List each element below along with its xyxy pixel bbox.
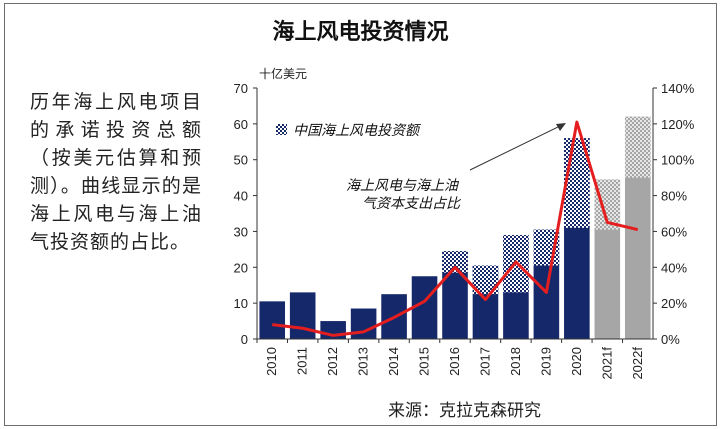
legend: 中国海上风电投资额 bbox=[276, 123, 422, 139]
annotation-line-1: 海上风电与海上油 bbox=[346, 178, 460, 194]
y-tick-label: 70 bbox=[234, 81, 248, 96]
y2-tick-label: 60% bbox=[661, 224, 687, 239]
x-tick-label: 2010 bbox=[264, 347, 279, 376]
line-annotation: 海上风电与海上油 气资本支出占比 bbox=[346, 123, 566, 212]
bar-2013 bbox=[350, 308, 377, 339]
y-tick-label: 30 bbox=[234, 224, 248, 239]
y2-tick-label: 120% bbox=[661, 117, 695, 132]
y-tick-label: 60 bbox=[234, 117, 248, 132]
figure-title: 海上风电投资情况 bbox=[272, 20, 449, 45]
y-tick-label: 0 bbox=[241, 332, 248, 347]
annotation-arrowhead bbox=[556, 123, 566, 131]
source-note: 来源：克拉克森研究 bbox=[388, 401, 541, 421]
x-tick-label: 2015 bbox=[417, 347, 432, 376]
x-tick-label: 2017 bbox=[477, 347, 492, 376]
legend-swatch bbox=[276, 124, 287, 135]
y-tick-label: 10 bbox=[234, 296, 248, 311]
y2-tick-label: 20% bbox=[661, 296, 687, 311]
x-tick-label: 2013 bbox=[356, 347, 371, 376]
x-tick-label: 2012 bbox=[325, 347, 340, 376]
side-caption: 历年海上风电项目的承诺投资总额（按美元估算和预测）。曲线显示的是海上风电与海上油… bbox=[30, 91, 202, 253]
china-segment-2016 bbox=[442, 251, 468, 273]
ratio-line bbox=[272, 120, 639, 337]
y-axis-unit: 十亿美元 bbox=[259, 66, 307, 81]
x-tick-label: 2011 bbox=[295, 347, 310, 375]
chart-axes: 2010 2011 2012 2013 2014 2015 2016 2017 2018 2019… bbox=[234, 81, 695, 380]
annotation-line-2: 气资本支出占比 bbox=[362, 196, 462, 212]
y-tick-label: 40 bbox=[234, 189, 248, 204]
x-tick-label: 2018 bbox=[508, 347, 523, 376]
x-tick-label: 2020 bbox=[569, 347, 584, 376]
y2-tick-label: 0% bbox=[661, 332, 680, 347]
y2-tick-label: 140% bbox=[661, 81, 695, 96]
x-tick-label: 2022f bbox=[630, 347, 645, 380]
x-tick-label: 2019 bbox=[538, 347, 553, 376]
bar-series bbox=[259, 116, 651, 339]
x-tick-label: 2014 bbox=[386, 347, 401, 376]
x-tick-label: 2021f bbox=[599, 347, 614, 380]
bar-2011 bbox=[289, 292, 316, 339]
y2-tick-label: 80% bbox=[661, 189, 687, 204]
y-tick-label: 20 bbox=[234, 260, 248, 275]
x-tick-label: 2016 bbox=[447, 347, 462, 376]
annotation-arrow bbox=[469, 125, 561, 171]
y-tick-label: 50 bbox=[234, 153, 248, 168]
bar-2015 bbox=[411, 276, 438, 339]
china-segment-2022f bbox=[624, 116, 651, 178]
bar-2010 bbox=[259, 301, 286, 339]
legend-label: 中国海上风电投资额 bbox=[293, 123, 422, 139]
y2-tick-label: 100% bbox=[661, 153, 695, 168]
y2-tick-label: 40% bbox=[661, 260, 687, 275]
